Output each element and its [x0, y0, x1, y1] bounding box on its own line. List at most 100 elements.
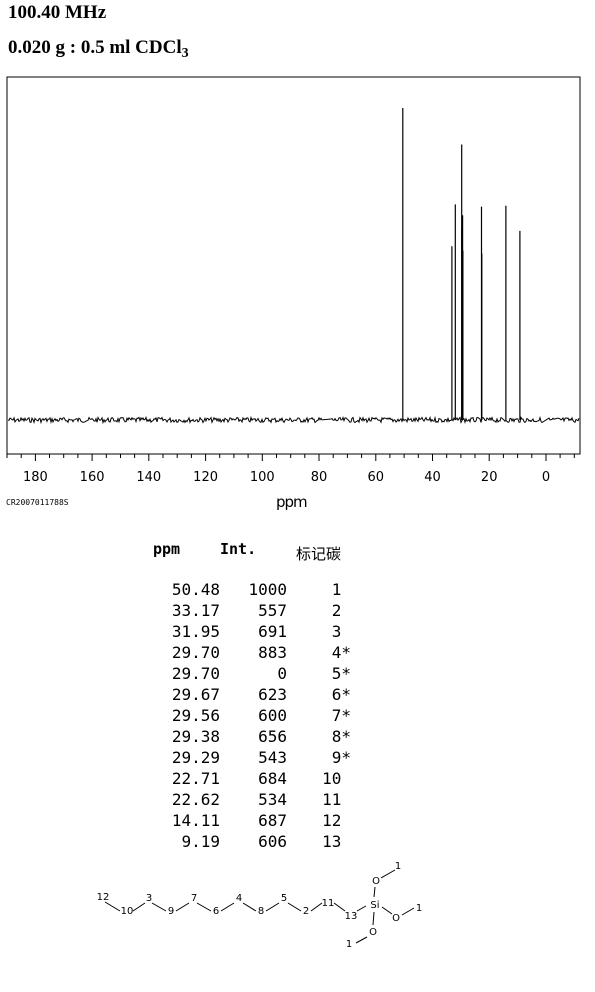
x-tick-label: 100 — [250, 470, 275, 485]
chain-bond — [196, 902, 212, 912]
cell-ppm: 9.19 — [181, 832, 220, 851]
cell-ppm: 22.71 — [171, 769, 220, 788]
o-c-bond-bottom — [355, 936, 368, 944]
x-tick-label: 80 — [311, 470, 328, 485]
carbon-label-8: 8 — [258, 906, 264, 917]
cell-int: 656 — [258, 727, 287, 746]
chain-bond — [356, 905, 367, 912]
chain-bond — [287, 902, 302, 912]
cell-carbon: 12 — [322, 811, 351, 830]
cell-int: 600 — [258, 706, 287, 725]
cell-ppm: 29.70 — [171, 643, 220, 662]
x-tick-label: 0 — [542, 470, 550, 485]
x-tick-label: 180 — [23, 470, 48, 485]
chain-bond — [242, 902, 257, 912]
o-c-bond-right — [401, 907, 415, 916]
cell-int: 691 — [258, 622, 287, 641]
cell-ppm: 29.38 — [171, 727, 220, 746]
x-tick-label: 40 — [424, 470, 441, 485]
cell-carbon: 9* — [331, 748, 351, 767]
cell-int: 623 — [258, 685, 287, 704]
methyl-label-bottom: 1 — [346, 939, 352, 950]
carbon-label-11: 11 — [322, 898, 335, 909]
cell-ppm: 33.17 — [171, 601, 220, 620]
cell-int: 684 — [258, 769, 287, 788]
oxygen-top: O — [372, 876, 380, 887]
silicon-atom: Si — [370, 900, 379, 911]
cell-ppm: 29.70 — [171, 664, 220, 683]
spectrum-code: CR2007011788S — [6, 498, 69, 507]
cell-carbon: 1 — [331, 580, 351, 599]
cell-int: 687 — [258, 811, 287, 830]
oxygen-bottom: O — [369, 927, 377, 938]
cell-ppm: 29.29 — [171, 748, 220, 767]
cell-ppm: 29.56 — [171, 706, 220, 725]
carbon-label-6: 6 — [213, 906, 219, 917]
cell-ppm: 14.11 — [171, 811, 220, 830]
cell-ppm: 22.62 — [171, 790, 220, 809]
cell-carbon: 5* — [331, 664, 351, 683]
carbon-label-13: 13 — [345, 911, 358, 922]
table-header-ppm: ppm — [153, 540, 181, 558]
cell-int: 534 — [258, 790, 287, 809]
oxygen-right: O — [392, 913, 400, 924]
cell-int: 606 — [258, 832, 287, 851]
chain-bond — [132, 902, 146, 912]
spectrometer-frequency: 100.40 MHz — [8, 2, 107, 23]
methyl-label-top: 1 — [395, 861, 401, 872]
carbon-label-12: 12 — [97, 892, 110, 903]
cell-ppm: 29.67 — [171, 685, 220, 704]
carbon-label-9: 9 — [168, 906, 174, 917]
chain-bond — [310, 902, 323, 912]
carbon-label-3: 3 — [146, 893, 152, 904]
chain-bond — [104, 901, 121, 912]
cell-carbon: 3 — [331, 622, 351, 641]
x-tick-label: 20 — [481, 470, 498, 485]
cell-int: 1000 — [248, 580, 287, 599]
methyl-label-right: 1 — [416, 903, 422, 914]
si-o-bond-top — [373, 886, 376, 898]
plot-frame — [6, 76, 581, 455]
cell-carbon: 11 — [322, 790, 351, 809]
carbon-label-2: 2 — [303, 906, 309, 917]
chain-bond — [175, 902, 190, 912]
nmr-spectrum-chart: 180 160 140 120 100 80 60 40 20 0 — [6, 76, 581, 485]
chain-bond — [220, 902, 235, 912]
baseline-noise — [7, 415, 580, 425]
cell-int: 557 — [258, 601, 287, 620]
chain-bond — [265, 902, 280, 912]
carbon-label-10: 10 — [121, 906, 134, 917]
sample-text: 0.020 g : 0.5 ml CDCl — [8, 37, 182, 58]
si-o-bond-bottom — [372, 911, 375, 926]
peaks-group — [402, 108, 521, 420]
carbon-label-4: 4 — [236, 893, 242, 904]
x-tick-label: 120 — [193, 470, 218, 485]
x-axis-ticks: 180 160 140 120 100 80 60 40 20 0 — [6, 454, 575, 485]
cell-carbon: 4* — [331, 643, 351, 662]
cell-int: 0 — [277, 664, 287, 683]
cell-carbon: 10 — [322, 769, 351, 788]
x-tick-label: 60 — [368, 470, 385, 485]
cell-carbon: 7* — [331, 706, 351, 725]
cell-carbon: 8* — [331, 727, 351, 746]
sample-info: 0.020 g : 0.5 ml CDCl3 — [8, 37, 189, 61]
cell-int: 883 — [258, 643, 287, 662]
x-tick-label: 160 — [80, 470, 105, 485]
chain-bond — [333, 902, 346, 912]
cell-ppm: 50.48 — [171, 580, 220, 599]
table-header-carbon: 标记碳 — [296, 545, 342, 563]
cell-carbon: 6* — [331, 685, 351, 704]
x-tick-label: 140 — [136, 470, 161, 485]
cell-carbon: 13 — [322, 832, 351, 851]
carbon-label-7: 7 — [191, 893, 197, 904]
cell-carbon: 2 — [331, 601, 351, 620]
carbon-label-5: 5 — [281, 893, 287, 904]
x-axis-label: ppm — [276, 493, 308, 511]
cell-int: 543 — [258, 748, 287, 767]
cell-ppm: 31.95 — [171, 622, 220, 641]
chain-bond — [151, 902, 167, 912]
table-header-int: Int. — [220, 540, 257, 558]
si-o-bond-right — [381, 906, 393, 915]
sample-subscript: 3 — [181, 46, 189, 61]
